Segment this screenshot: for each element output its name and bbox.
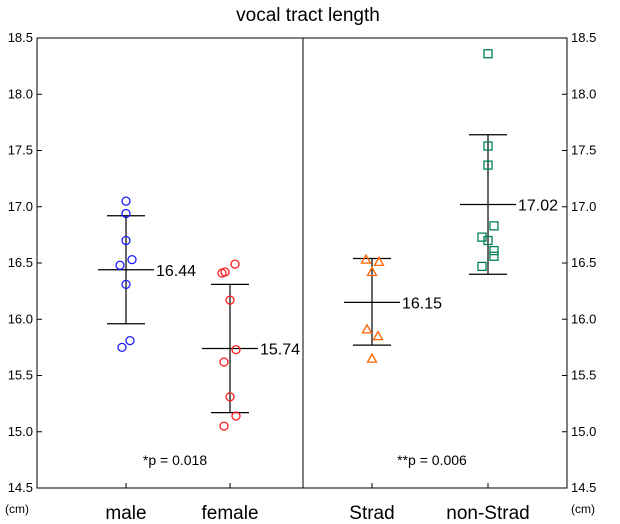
mean-label-1: 15.74 (260, 342, 300, 359)
data-point-2-1 (373, 256, 385, 267)
y-tick-label-right-5: 17.0 (571, 199, 596, 214)
data-point-2-2 (366, 266, 378, 277)
y-tick-label-right-3: 16.0 (571, 311, 596, 326)
y-tick-label-right-0: 14.5 (571, 480, 596, 495)
x-category-label-1: female (201, 503, 258, 524)
data-point-3-3 (489, 221, 499, 231)
y-tick-label-left-5: 17.0 (8, 199, 33, 214)
data-point-2-3 (361, 323, 373, 334)
y-tick-label-left-4: 16.5 (8, 255, 33, 270)
data-point-1-0 (230, 259, 240, 269)
data-point-0-6 (125, 335, 135, 346)
y-tick-label-left-8: 18.5 (8, 30, 33, 45)
y-unit-left: (cm) (5, 502, 29, 516)
data-point-3-1 (483, 141, 493, 151)
p-value-label-0: *p = 0.018 (143, 452, 207, 468)
data-point-3-2 (483, 160, 493, 170)
y-unit-right: (cm) (571, 502, 595, 516)
x-category-label-2: Strad (349, 503, 394, 524)
mean-label-3: 17.02 (518, 198, 558, 215)
y-tick-label-right-4: 16.5 (571, 255, 596, 270)
data-point-0-4 (115, 260, 125, 270)
data-point-1-3 (225, 295, 235, 305)
y-tick-label-right-8: 18.5 (571, 30, 596, 45)
data-point-0-0 (121, 196, 131, 206)
x-category-label-0: male (105, 503, 146, 524)
x-category-label-3: non-Strad (446, 503, 529, 524)
chart-marks: 14.5 14.5 15.0 15.0 15.5 15.5 16.0 16.0 16.5 16.5… (8, 30, 597, 524)
y-tick-label-left-2: 15.5 (8, 368, 33, 383)
data-point-1-8 (219, 421, 229, 431)
y-tick-label-left-6: 17.5 (8, 143, 33, 158)
y-tick-label-right-7: 18.0 (571, 86, 596, 101)
data-point-1-5 (219, 357, 229, 367)
y-tick-label-right-1: 15.0 (571, 424, 596, 439)
y-tick-label-left-3: 16.0 (8, 311, 33, 326)
data-point-1-6 (225, 392, 235, 402)
data-point-0-2 (121, 235, 131, 246)
chart-title: vocal tract length (236, 5, 380, 26)
data-point-1-4 (231, 344, 241, 355)
y-tick-label-right-6: 17.5 (571, 143, 596, 158)
mean-label-2: 16.15 (402, 295, 442, 312)
data-point-1-2 (217, 268, 227, 278)
data-point-0-7 (117, 342, 127, 353)
data-point-0-1 (121, 208, 131, 219)
p-value-label-1: **p = 0.006 (397, 452, 467, 468)
data-point-3-0 (483, 49, 493, 59)
data-point-1-7 (231, 411, 241, 421)
data-point-3-6 (489, 245, 499, 256)
data-point-2-4 (372, 330, 384, 341)
mean-label-0: 16.44 (156, 263, 196, 280)
data-point-0-3 (127, 254, 137, 265)
y-tick-label-left-7: 18.0 (8, 86, 33, 101)
y-tick-label-left-0: 14.5 (8, 480, 33, 495)
y-tick-label-right-2: 15.5 (571, 368, 596, 383)
data-point-3-8 (477, 261, 487, 272)
data-point-3-5 (483, 235, 493, 246)
data-point-2-0 (360, 253, 372, 264)
data-point-3-7 (489, 251, 499, 261)
data-point-0-5 (121, 279, 131, 290)
data-point-2-5 (366, 352, 378, 363)
y-tick-label-left-1: 15.0 (8, 424, 33, 439)
